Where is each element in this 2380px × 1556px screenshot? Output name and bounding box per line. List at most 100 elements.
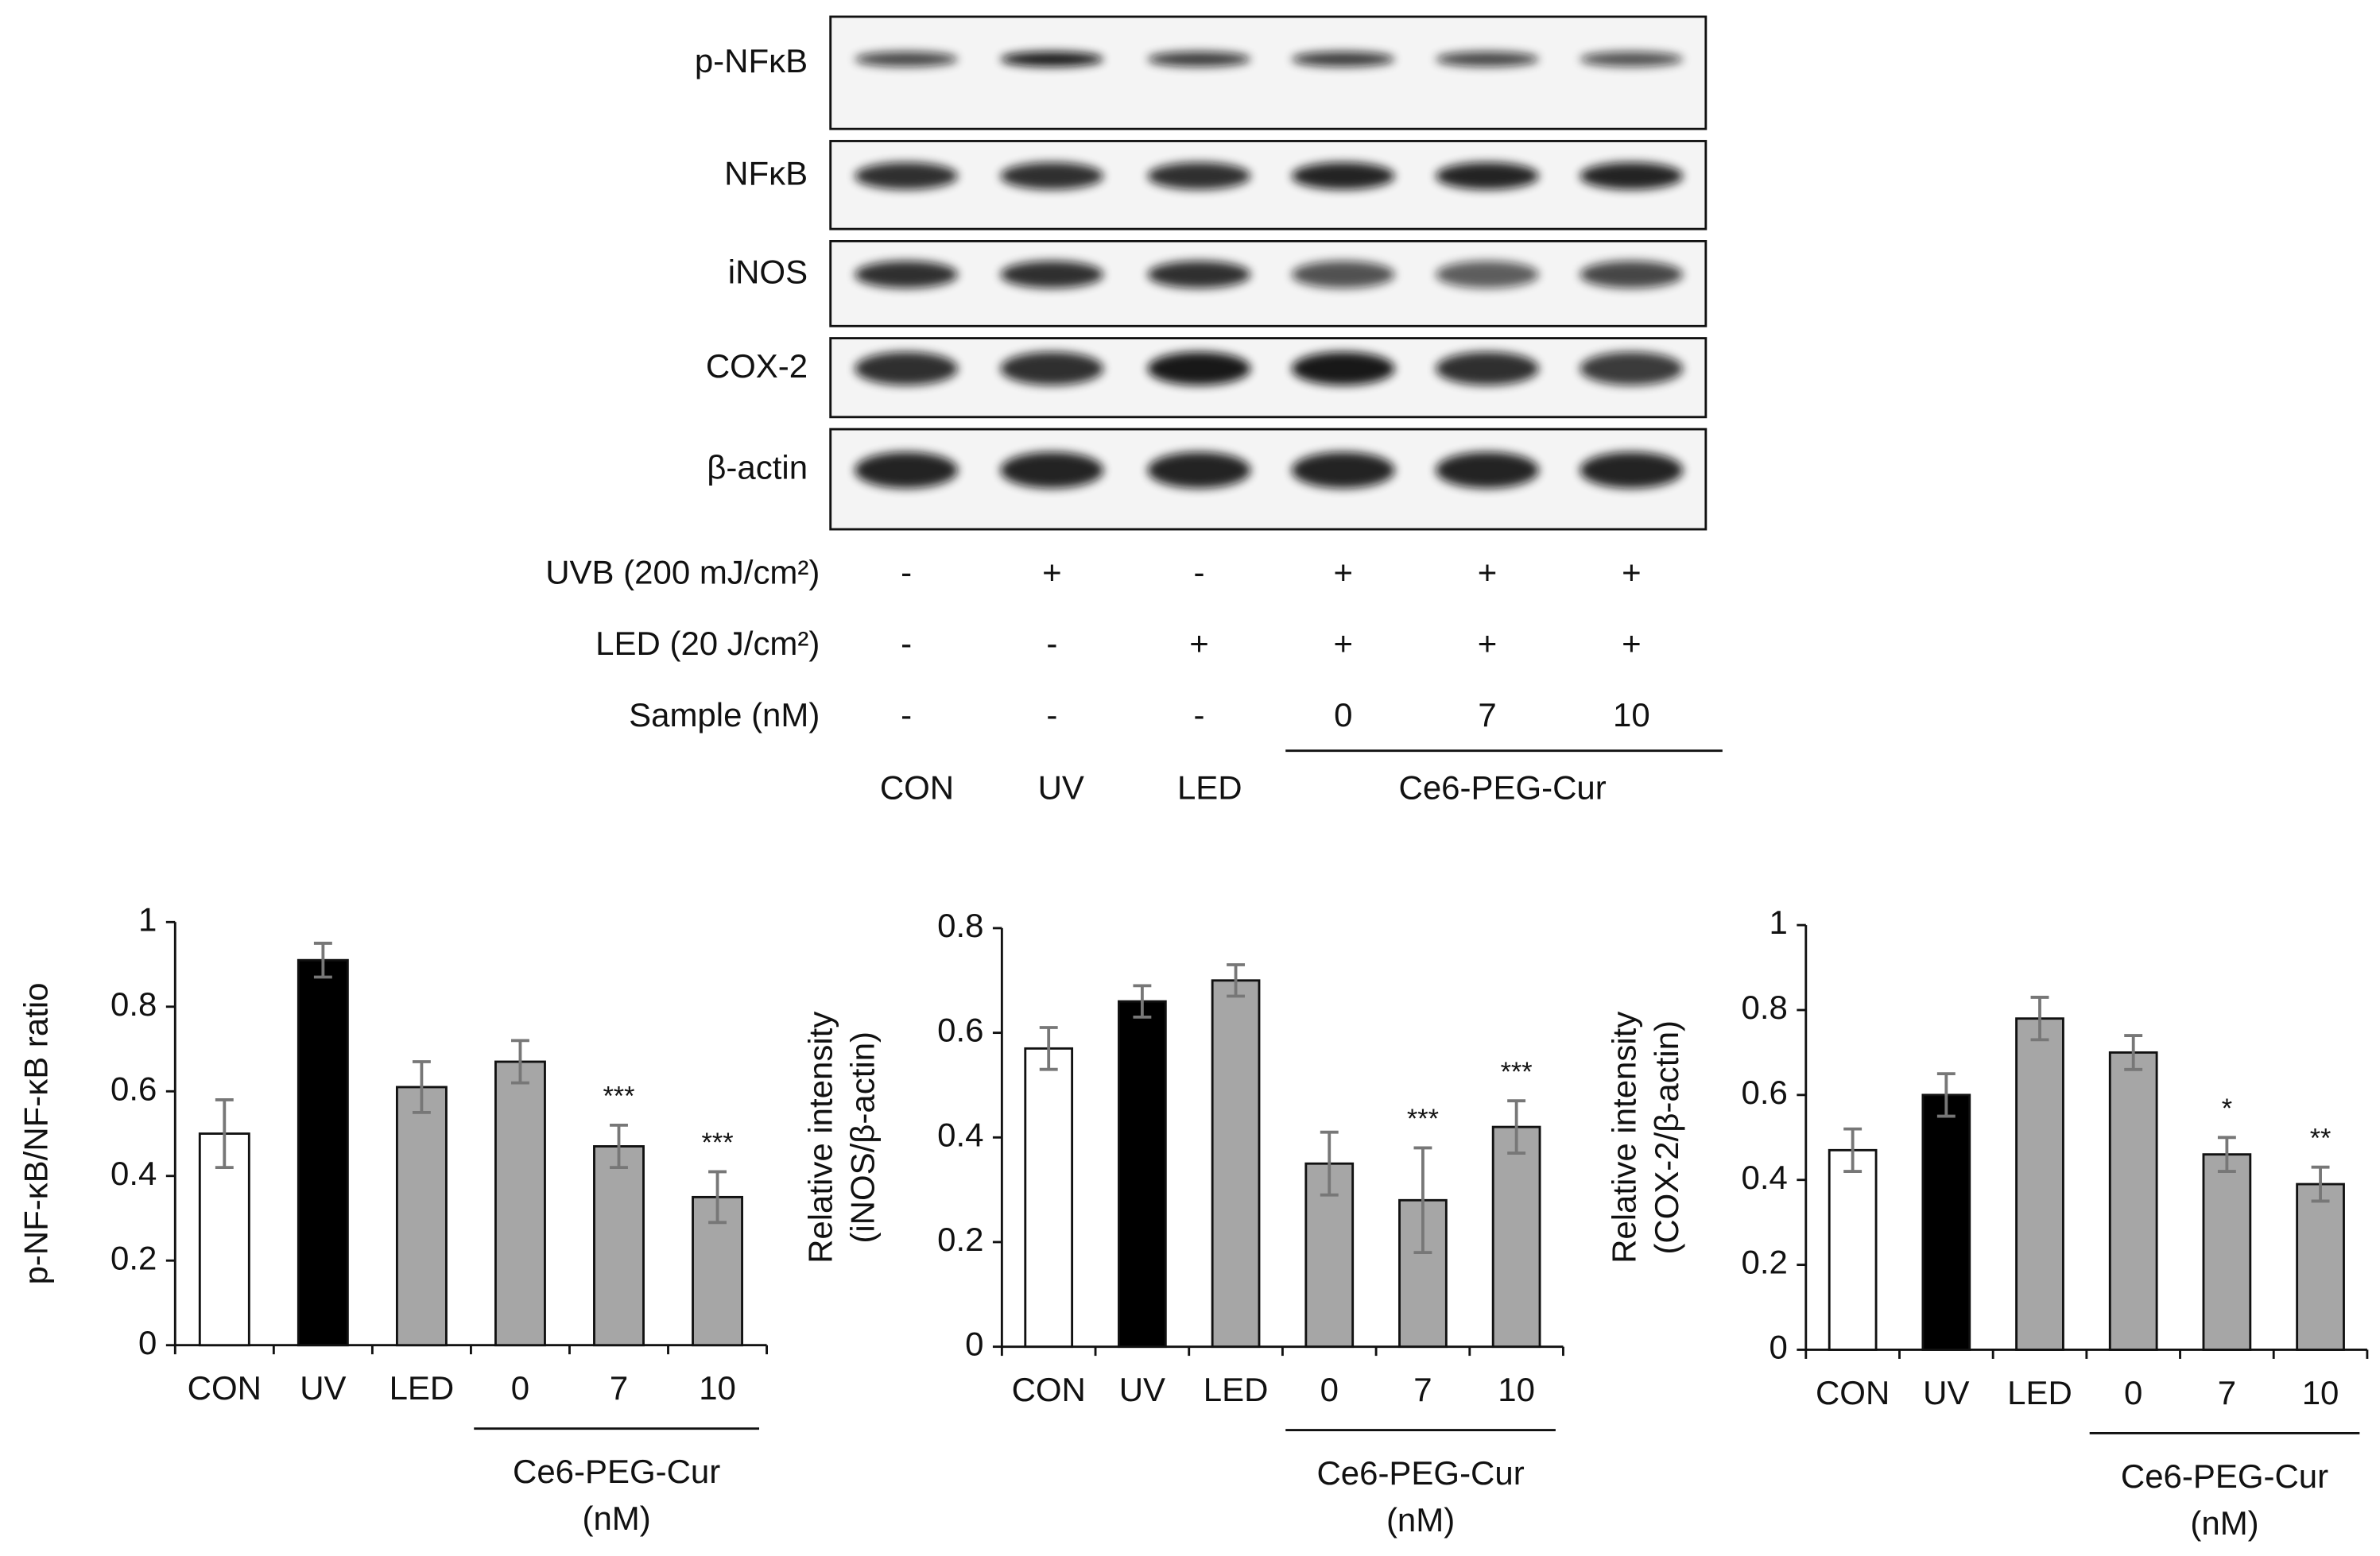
treatment-label: LED (20 J/cm²) [595,625,820,662]
treatment-value: + [1622,625,1642,662]
x-tick-label: UV [300,1369,346,1407]
error-bar [215,1098,234,1170]
blot-band [1436,51,1539,67]
treatment-value: + [1622,553,1642,590]
x-tick-label: LED [2007,1374,2072,1411]
treatment-value: + [1478,553,1498,590]
significance: * [2222,1093,2232,1124]
bar [2202,1153,2252,1351]
blot-box [829,15,1707,130]
blot-band [1147,162,1251,190]
y-tick-label: 0.2 [937,1221,983,1258]
significance: *** [701,1128,733,1158]
y-tick-label: 0 [138,1324,157,1361]
blot-band [1000,261,1104,288]
error-bar [313,942,332,979]
blot-band [1147,451,1251,489]
treatment-value: - [1046,696,1057,733]
blot-box [829,140,1707,230]
bar [1211,979,1261,1349]
y-tick-label: 0.4 [1742,1159,1788,1196]
treatment-value: + [1189,625,1209,662]
x-tick-label: UV [1119,1371,1165,1408]
blot-band [1000,51,1104,67]
blot-band [1291,51,1395,67]
blot-row-label: β-actin [707,449,808,486]
blot-band [1000,451,1104,489]
blot-band [1436,451,1539,489]
error-bar [1133,984,1152,1019]
x-tick-label: 0 [511,1369,529,1407]
y-tick-label: 0.6 [937,1012,983,1049]
blot-band [1291,451,1395,489]
y-tick-label: 0.8 [1742,989,1788,1026]
y-tick-label: 0.8 [937,907,983,944]
y-tick-label: 0.2 [110,1239,157,1276]
bar [1491,1125,1541,1349]
treatment-value: + [1042,553,1062,590]
blot-box [829,337,1707,419]
blot-band [1000,351,1104,385]
y-tick-label: 0.6 [110,1070,157,1107]
blot-band [1580,451,1684,489]
error-bar [610,1123,628,1170]
error-bar [2217,1136,2236,1173]
blot-band [855,162,959,190]
treatment-value: 0 [1334,696,1352,733]
y-axis-label: p-NF-κB/NF-κB ratio [17,982,55,1284]
treatment-value: 7 [1478,696,1496,733]
group-label: UV [1038,768,1084,806]
y-axis-label: Relative intensity [1606,1012,1643,1264]
treatment-value: - [901,625,912,662]
blot-band [855,261,959,288]
blot-band [1147,351,1251,385]
treatment-value: + [1478,625,1498,662]
blot-row-label: p-NFκB [695,42,808,79]
y-tick-label: 1 [1769,904,1788,941]
y-axis-label: (COX-2/β-actin) [1648,1020,1685,1255]
treatment-value: - [1193,696,1204,733]
blot-band [1291,261,1395,288]
x-tick-label: 10 [2302,1374,2339,1411]
blot-band [1000,162,1104,190]
y-tick-label: 1 [138,900,157,938]
bar [1828,1148,1878,1351]
treatment-label: UVB (200 mJ/cm²) [545,553,820,590]
x-tick-label: CON [1012,1371,1086,1408]
error-bar [1507,1099,1526,1155]
y-axis-label: (iNOS/β-actin) [844,1032,882,1244]
treatment-value: 10 [1613,696,1650,733]
error-bar [1843,1127,1863,1173]
x-tick-label: LED [390,1369,455,1407]
blot-band [1580,261,1684,288]
x-tick-label: UV [1923,1374,1969,1411]
x-tick-label: 7 [1413,1371,1432,1408]
group-label: Ce6-PEG-Cur [1399,768,1607,806]
x-tick-label: CON [1816,1374,1890,1411]
y-tick-label: 0.2 [1742,1244,1788,1281]
bar [297,958,349,1347]
y-tick-label: 0.8 [110,985,157,1023]
treatment-value: - [1046,625,1057,662]
blot-band [1436,351,1539,385]
x-tick-label: 10 [1498,1371,1535,1408]
error-bar [2124,1034,2143,1071]
bar [2015,1017,2064,1351]
error-bar [510,1039,529,1085]
bar [593,1145,645,1347]
y-axis-label: Relative intensity [801,1012,839,1264]
group-label: (nM) [2190,1504,2258,1542]
blot-band [1436,261,1539,288]
group-label: Ce6-PEG-Cur [2121,1457,2328,1495]
bar [198,1132,250,1347]
error-bar [1320,1130,1339,1197]
group-label: LED [1177,768,1242,806]
x-tick-label: 0 [2124,1374,2142,1411]
y-tick-label: 0.4 [937,1116,983,1153]
bar [395,1086,448,1347]
blot-row-label: COX-2 [706,347,808,385]
x-tick-label: 7 [2218,1374,2236,1411]
error-bar [1227,963,1246,998]
treatment-value: + [1333,625,1353,662]
